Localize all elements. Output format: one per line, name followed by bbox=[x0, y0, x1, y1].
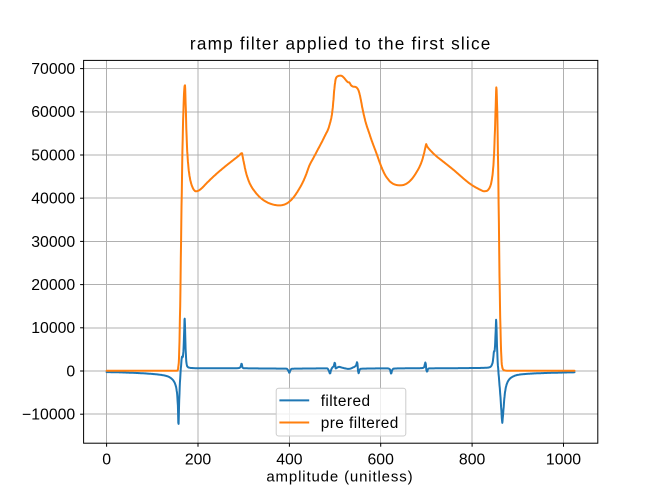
svg-text:60000: 60000 bbox=[31, 104, 75, 121]
svg-text:800: 800 bbox=[459, 452, 486, 469]
svg-text:200: 200 bbox=[185, 452, 212, 469]
svg-text:1000: 1000 bbox=[546, 452, 581, 469]
svg-text:70000: 70000 bbox=[31, 61, 75, 78]
svg-text:ramp filter applied to the fir: ramp filter applied to the first slice bbox=[190, 33, 492, 53]
svg-text:pre filtered: pre filtered bbox=[321, 415, 399, 432]
svg-text:0: 0 bbox=[102, 452, 111, 469]
svg-text:50000: 50000 bbox=[31, 147, 75, 164]
svg-text:filtered: filtered bbox=[321, 393, 371, 410]
svg-text:30000: 30000 bbox=[31, 234, 75, 251]
svg-text:40000: 40000 bbox=[31, 191, 75, 208]
svg-text:−10000: −10000 bbox=[22, 407, 75, 424]
svg-text:amplitude (unitless): amplitude (unitless) bbox=[266, 469, 413, 486]
svg-text:20000: 20000 bbox=[31, 277, 75, 294]
svg-text:600: 600 bbox=[368, 452, 395, 469]
svg-text:400: 400 bbox=[276, 452, 303, 469]
svg-text:0: 0 bbox=[66, 363, 75, 380]
svg-text:10000: 10000 bbox=[31, 320, 75, 337]
